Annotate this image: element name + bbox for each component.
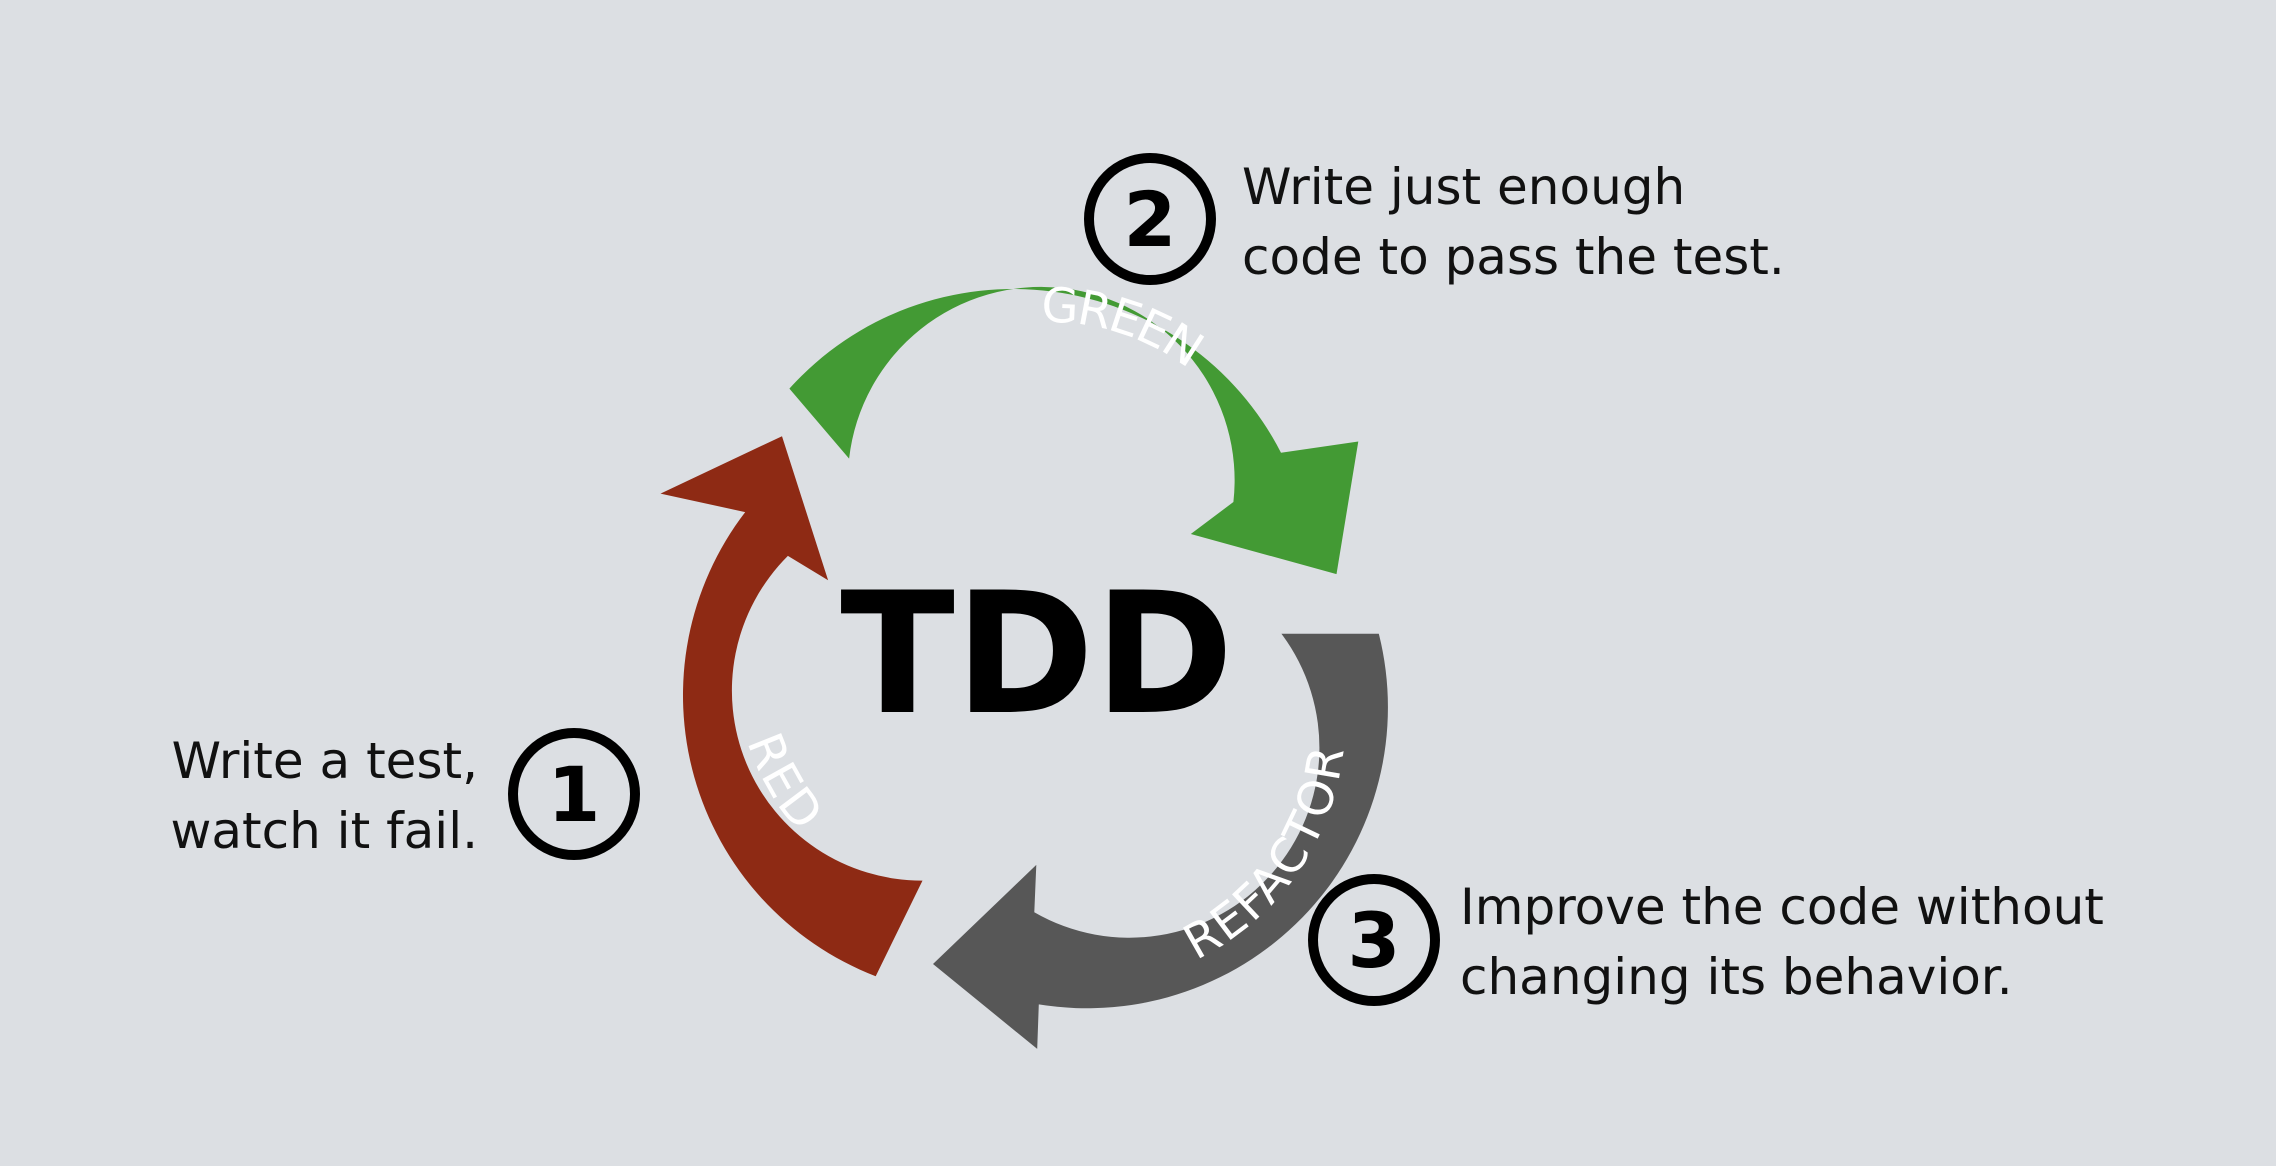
step-2-number-circle bbox=[1084, 153, 1216, 285]
step-3-number-circle bbox=[1308, 874, 1440, 1006]
refactor-arrow-shape bbox=[933, 633, 1388, 1049]
red-arrow-shape bbox=[660, 436, 923, 977]
step-1-text-line-1: Write a test, bbox=[172, 732, 478, 790]
step-3-text-line-1: Improve the code without bbox=[1460, 878, 2104, 936]
step-1-number-circle bbox=[508, 728, 640, 860]
step-2-text-line-1: Write just enough bbox=[1242, 158, 1685, 216]
green-label: GREEN bbox=[1040, 277, 1213, 378]
svg-text:GREEN: GREEN bbox=[1040, 277, 1213, 378]
center-title: TDD bbox=[840, 556, 1234, 752]
step-1: 1 Write a test, watch it fail. bbox=[170, 728, 640, 860]
green-phase-arrow: GREEN bbox=[789, 277, 1359, 575]
step-1-number: 1 bbox=[548, 750, 601, 839]
step-2-number: 2 bbox=[1124, 175, 1177, 264]
step-2-text-line-2: code to pass the test. bbox=[1242, 228, 1785, 286]
step-3: 3 Improve the code without changing its … bbox=[1308, 874, 2104, 1006]
green-arrow-shape bbox=[789, 286, 1359, 575]
step-2: 2 Write just enough code to pass the tes… bbox=[1084, 153, 1785, 286]
step-3-text-line-2: changing its behavior. bbox=[1460, 948, 2013, 1006]
step-3-number: 3 bbox=[1348, 896, 1401, 985]
step-1-text-line-2: watch it fail. bbox=[170, 802, 478, 860]
